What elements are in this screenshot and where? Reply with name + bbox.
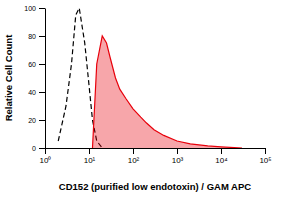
- y-tick-mark: [39, 92, 45, 93]
- x-tick-label: 10³: [172, 156, 184, 165]
- y-tick-mark: [39, 36, 45, 37]
- x-tick-label: 10⁵: [259, 156, 271, 165]
- y-tick: 80: [28, 33, 45, 40]
- x-tick: 10⁵: [259, 148, 271, 165]
- x-axis-title: CD152 (purified low endotoxin) / GAM APC: [59, 181, 251, 192]
- x-tick: 10²: [128, 148, 140, 165]
- y-axis-title: Relative Cell Count: [3, 34, 14, 121]
- y-tick-mark: [39, 120, 45, 121]
- x-tick-mark: [45, 148, 46, 154]
- y-tick-label: 100: [24, 5, 36, 12]
- y-tick-label: 0: [32, 145, 36, 152]
- y-tick: 100: [24, 5, 45, 12]
- marks: [58, 8, 242, 148]
- area-line: [92, 36, 242, 148]
- x-tick-mark: [133, 148, 134, 154]
- x-tick: 10⁰: [40, 148, 52, 165]
- x-tick-mark: [221, 148, 222, 154]
- y-tick: 0: [32, 145, 45, 152]
- x-tick-label: 10⁴: [215, 156, 228, 165]
- x-axis: 10⁰ 10¹ 10² 10³ 10⁴ 10⁵: [40, 148, 272, 165]
- x-axis-line: [46, 148, 266, 149]
- x-tick-mark: [265, 148, 266, 154]
- y-axis-line: [45, 9, 46, 149]
- y-axis: 0 20 40 60 80 100: [24, 5, 45, 152]
- y-tick-label: 80: [28, 33, 36, 40]
- x-tick: 10³: [172, 148, 184, 165]
- x-tick-label: 10⁰: [40, 156, 52, 165]
- chart: 10⁰ 10¹ 10² 10³ 10⁴ 10⁵ 0 20 40 60 80 100 CD152 (pur…: [0, 0, 300, 200]
- plot: 10⁰ 10¹ 10² 10³ 10⁴ 10⁵ 0 20 40 60 80 100: [24, 5, 271, 165]
- y-tick-mark: [39, 8, 45, 9]
- y-tick-label: 40: [28, 89, 36, 96]
- x-tick: 10⁴: [215, 148, 228, 165]
- y-tick: 60: [28, 61, 45, 68]
- y-tick-mark: [39, 64, 45, 65]
- area-fill: [92, 36, 242, 148]
- x-tick-mark: [89, 148, 90, 154]
- x-tick-label: 10²: [128, 156, 140, 165]
- x-tick-mark: [177, 148, 178, 154]
- y-tick: 40: [28, 89, 45, 96]
- y-tick-label: 20: [28, 117, 36, 124]
- y-tick-label: 60: [28, 61, 36, 68]
- x-tick-label: 10¹: [84, 156, 96, 165]
- y-tick-mark: [39, 148, 45, 149]
- y-tick: 20: [28, 117, 45, 124]
- x-tick: 10¹: [84, 148, 96, 165]
